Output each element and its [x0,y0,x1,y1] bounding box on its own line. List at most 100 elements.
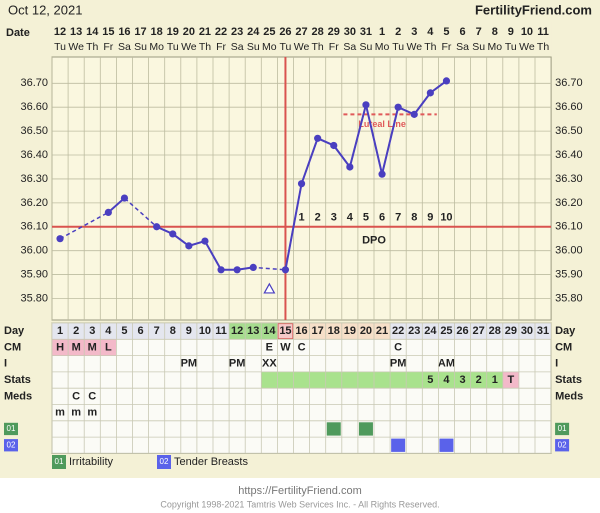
weekday-label: Su [134,41,147,53]
dpo-number: 7 [395,212,401,224]
weekday-label: We [406,41,422,53]
row-label: Meds [4,390,32,402]
weekday-label: Su [247,41,260,53]
day-number: 20 [360,325,372,337]
temp-point [410,110,418,118]
day-label: Day [4,325,25,337]
y-tick-label-right: 36.40 [555,149,583,161]
weekday-label: Fr [329,41,339,53]
day-highlight [277,323,294,340]
weekday-label: Th [86,41,98,53]
date-label: 22 [215,26,227,38]
temp-point [314,134,322,142]
weekday-label: Sa [456,41,469,53]
dpo-number: 9 [427,212,433,224]
legend-label: Irritability [69,456,114,468]
day-number: 6 [137,325,143,337]
temp-point [281,266,290,274]
day-number: 7 [154,325,160,337]
y-tick-label: 35.90 [20,268,48,280]
date-label: 9 [508,26,514,38]
date-label: 21 [199,26,211,38]
y-tick-label-right: 36.00 [555,245,583,257]
y-tick-label-right: 36.60 [555,101,583,113]
legend-box [52,455,66,469]
cell: PM [390,358,407,370]
symptom-mark [326,422,341,436]
temp-point [249,263,257,271]
day-number: 15 [279,325,291,337]
date-label: 7 [476,26,482,38]
y-tick-label-right: 36.50 [555,125,583,137]
date-label: Date [6,27,30,39]
y-tick-label-right: 36.10 [555,221,583,233]
day-number: 21 [376,325,388,337]
temp-point [217,266,225,274]
weekday-label: Th [424,41,436,53]
cell: m [71,407,81,419]
cell: PM [181,358,198,370]
temp-point [362,101,370,109]
legend-code: 02 [160,457,169,466]
row-label-right: I [555,358,558,370]
day-number: 26 [456,325,468,337]
temp-point [153,223,161,231]
cell: W [280,341,291,353]
date-label: 26 [279,26,291,38]
cell: E [266,341,273,353]
y-tick-label-right: 36.70 [555,77,583,89]
cell: 1 [492,374,498,386]
symptom-mark [439,438,454,452]
symptom-code: 01 [7,424,16,433]
date-label: 5 [443,26,449,38]
symptom-code-box [4,422,18,436]
day-number: 24 [424,325,437,337]
temp-point [104,208,112,217]
day-number: 2 [73,325,79,337]
cell: T [507,374,514,386]
y-tick-label: 36.60 [20,101,48,113]
date-label: 8 [492,26,498,38]
dpo-number: 10 [440,212,452,224]
symptom-mark [391,438,406,452]
day-number: 28 [489,325,501,337]
luteal-label: Luteal Line [358,119,406,129]
cell: H [56,341,64,353]
y-tick-label: 35.80 [20,292,48,304]
date-label: 16 [118,26,130,38]
symptom-mark [358,422,373,436]
ovulation-day-box [277,322,294,340]
weekday-label: Mo [262,41,277,53]
day-number: 12 [231,325,243,337]
weekday-label: Tu [167,41,179,53]
temp-point [120,194,129,202]
weekday-label: Tu [505,41,517,53]
day-number: 3 [89,325,95,337]
date-label: 1 [379,26,385,38]
temp-point [169,230,177,238]
day-number: 23 [408,325,420,337]
date-label: 18 [151,26,163,38]
row-label-right: Meds [555,390,583,402]
weekday-label: Th [312,41,324,53]
day-number: 5 [121,325,127,337]
weekday-label: Th [537,41,549,53]
date-label: 24 [247,26,260,38]
date-label: 19 [167,26,179,38]
weekday-label: Sa [343,41,356,53]
cell: 2 [476,374,482,386]
date-label: 11 [537,26,549,38]
date-label: 31 [360,26,372,38]
y-tick-label: 36.50 [20,125,48,137]
row-highlight [502,371,519,389]
site-name: FertilityFriend.com [475,2,592,17]
date-label: 17 [134,26,146,38]
weekday-label: We [519,41,535,53]
weekday-label: Su [360,41,373,53]
temp-point [426,89,434,97]
symptom-code-right: 02 [558,440,567,449]
weekday-label: Mo [375,41,390,53]
cell: M [72,341,81,353]
date-label: 28 [312,26,324,38]
footer-url: https://FertilityFriend.com [238,485,361,497]
